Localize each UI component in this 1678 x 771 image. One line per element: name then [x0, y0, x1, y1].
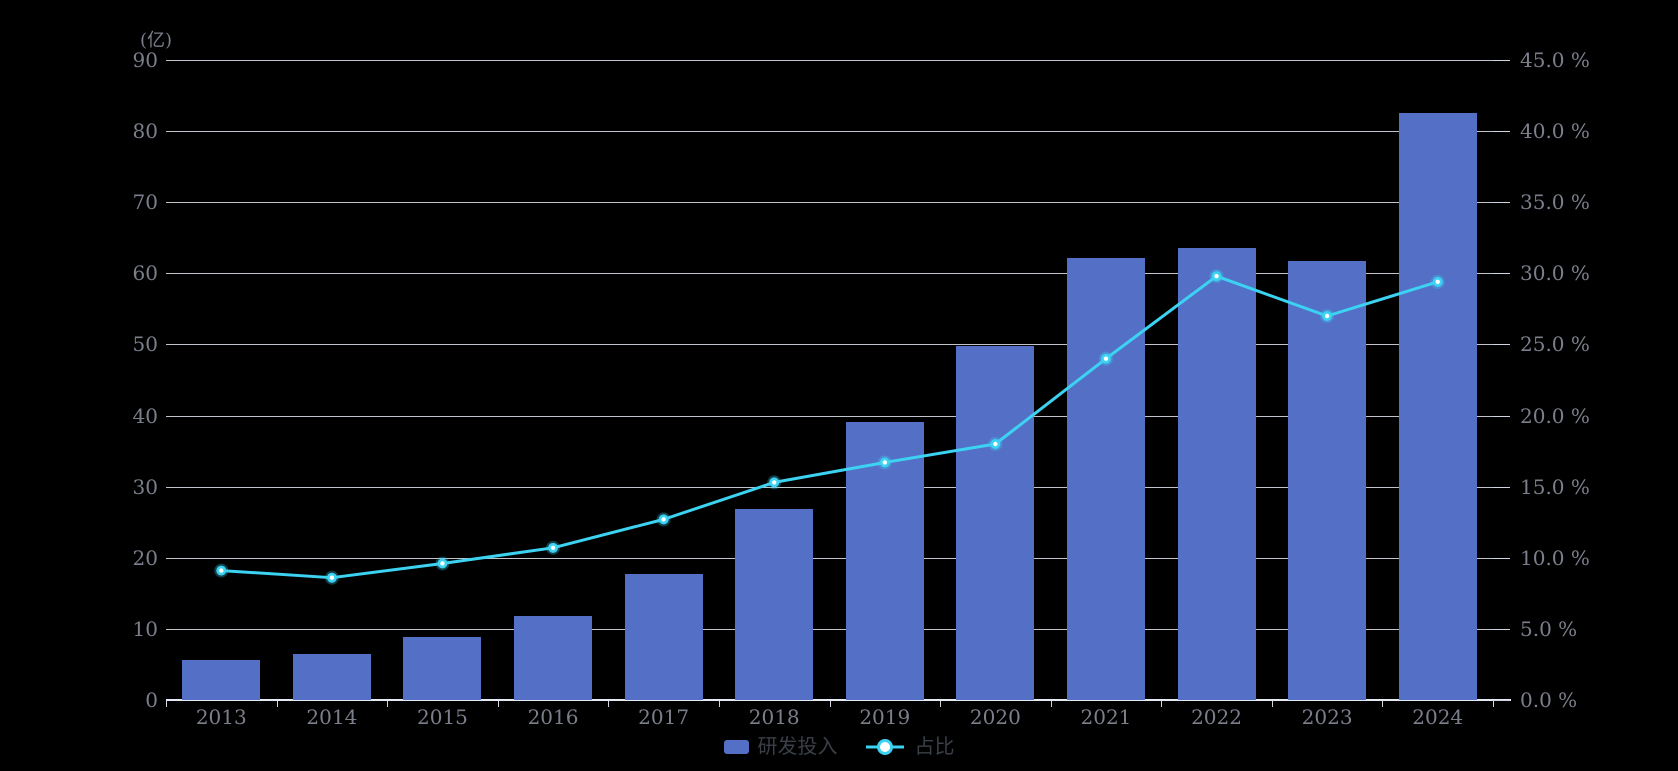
gridline-20: [166, 557, 1493, 559]
right-axis-label-15: 15.0 %: [1520, 474, 1590, 499]
legend-label-ratio: 占比: [914, 736, 955, 758]
right-axis-label-25: 25.0 %: [1520, 332, 1590, 357]
x-axis-line: [166, 699, 1511, 701]
x-axis-tick: [276, 701, 278, 707]
legend-item-rd-investment[interactable]: 研发投入: [723, 735, 838, 759]
left-axis-unit-label: (亿): [140, 30, 173, 51]
right-axis-label-20: 20.0 %: [1520, 403, 1590, 428]
left-axis-label-60: 60: [132, 261, 158, 286]
x-axis-tick: [1382, 701, 1384, 707]
left-axis-label-80: 80: [132, 119, 158, 144]
x-axis-label-2024: 2024: [1412, 705, 1464, 729]
right-axis-tick: [1493, 628, 1510, 630]
x-axis-label-2014: 2014: [306, 705, 358, 729]
right-axis-label-35: 35.0 %: [1520, 190, 1590, 215]
gridline-50: [166, 344, 1493, 346]
legend-item-ratio[interactable]: 占比: [864, 735, 955, 759]
x-axis-tick: [1271, 701, 1273, 707]
bar-2018[interactable]: [735, 509, 814, 700]
x-axis-tick: [608, 701, 610, 707]
gridline-60: [166, 273, 1493, 275]
line-point-2016[interactable]: [546, 540, 561, 555]
bar-2016[interactable]: [514, 616, 593, 700]
line-point-2023[interactable]: [1320, 309, 1335, 323]
right-axis-label-45: 45.0 %: [1520, 48, 1590, 72]
x-axis-tick: [718, 701, 720, 707]
gridline-80: [166, 131, 1493, 133]
bar-series-swatch-icon: [723, 740, 749, 754]
x-axis-label-2021: 2021: [1080, 705, 1132, 729]
left-axis-label-0: 0: [145, 688, 158, 712]
right-axis-tick: [1493, 131, 1510, 133]
x-axis-tick: [1050, 701, 1052, 707]
bar-2022[interactable]: [1177, 248, 1256, 700]
line-point-2013[interactable]: [214, 563, 229, 578]
bar-2014[interactable]: [292, 653, 371, 700]
bar-2017[interactable]: [624, 574, 703, 700]
gridline-70: [166, 202, 1493, 204]
line-point-2015[interactable]: [435, 556, 450, 571]
x-axis-tick: [829, 701, 831, 707]
x-axis-tick: [1493, 701, 1494, 707]
x-axis-label-2020: 2020: [969, 705, 1021, 729]
bar-2013[interactable]: [182, 660, 261, 700]
right-axis-tick: [1493, 344, 1510, 346]
x-axis-tick: [940, 701, 942, 707]
right-axis-tick: [1493, 557, 1510, 559]
x-axis-label-2019: 2019: [859, 705, 911, 729]
x-axis-tick: [1161, 701, 1163, 707]
bar-2023[interactable]: [1288, 261, 1367, 700]
ratio-line-path: [221, 274, 1439, 580]
left-axis-label-30: 30: [132, 474, 158, 499]
x-axis-tick: [497, 701, 499, 707]
line-point-2019[interactable]: [877, 455, 892, 470]
legend: 研发投入 占比: [0, 735, 1678, 759]
left-axis-label-90: 90: [132, 48, 158, 72]
right-axis-tick: [1493, 202, 1510, 204]
gridline-10: [166, 628, 1493, 630]
x-axis-label-2013: 2013: [195, 705, 247, 729]
right-axis-label-30: 30.0 %: [1520, 261, 1590, 286]
x-axis-label-2022: 2022: [1191, 705, 1242, 729]
line-point-2014[interactable]: [324, 570, 339, 585]
x-axis-label-2023: 2023: [1301, 705, 1353, 729]
line-point-2017[interactable]: [656, 512, 671, 527]
right-axis-tick: [1493, 486, 1510, 488]
gridline-40: [166, 415, 1493, 417]
x-axis-label-2017: 2017: [638, 705, 690, 729]
bar-2021[interactable]: [1066, 258, 1145, 700]
line-point-2020[interactable]: [988, 437, 1003, 451]
line-point-2024[interactable]: [1430, 274, 1445, 289]
left-axis-label-10: 10: [132, 616, 158, 641]
line-point-2018[interactable]: [767, 475, 782, 490]
right-axis-tick: [1493, 700, 1510, 701]
bar-2020[interactable]: [956, 345, 1035, 700]
legend-label-rd-investment: 研发投入: [757, 736, 838, 758]
x-axis-tick: [387, 701, 389, 707]
bar-2015[interactable]: [403, 636, 482, 700]
left-axis-label-50: 50: [132, 332, 158, 357]
right-axis-label-0: 0.0 %: [1520, 688, 1578, 712]
gridline-30: [166, 486, 1493, 488]
line-series-marker-icon: [865, 739, 904, 755]
x-axis-tick: [166, 701, 167, 707]
right-axis-tick: [1493, 60, 1510, 61]
right-axis-label-40: 40.0 %: [1520, 119, 1590, 144]
right-axis-tick: [1493, 415, 1510, 417]
gridline-90: [166, 60, 1493, 61]
bar-2024[interactable]: [1398, 113, 1477, 700]
right-axis-label-10: 10.0 %: [1520, 545, 1590, 570]
left-axis-label-40: 40: [132, 403, 158, 428]
x-axis-label-2018: 2018: [748, 705, 800, 729]
line-point-2021[interactable]: [1098, 351, 1113, 366]
right-axis-label-5: 5.0 %: [1520, 616, 1578, 641]
right-axis-tick: [1493, 273, 1510, 275]
left-axis-label-70: 70: [132, 190, 158, 215]
x-axis-label-2015: 2015: [417, 705, 468, 729]
left-axis-label-20: 20: [132, 545, 158, 570]
line-point-2022[interactable]: [1209, 269, 1224, 284]
x-axis-label-2016: 2016: [527, 705, 579, 729]
